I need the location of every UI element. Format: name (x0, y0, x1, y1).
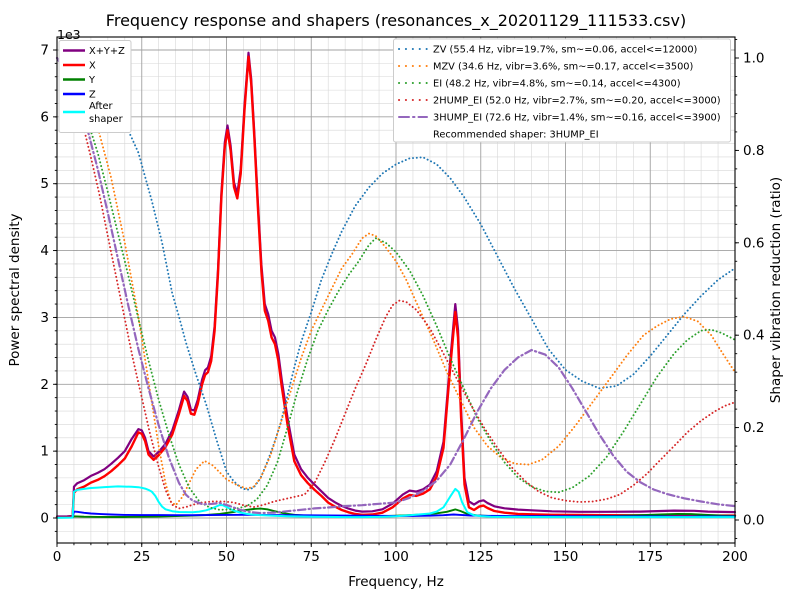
legend-entry-label: ZV (55.4 Hz, vibr=19.7%, sm~=0.06, accel… (433, 44, 697, 55)
y-right-tick-label: 0.8 (743, 143, 764, 159)
y-left-tick-label: 0 (40, 511, 49, 527)
y-right-tick-label: 0.4 (743, 328, 764, 344)
y-left-tick-label: 5 (40, 176, 49, 192)
y-left-tick-label: 7 (40, 43, 49, 59)
y-left-tick-label: 6 (40, 109, 49, 125)
recommended-shaper-note: Recommended shaper: 3HUMP_EI (433, 129, 599, 140)
series-2hump-ei-line (56, 57, 736, 510)
legend-entry-label: Z (89, 90, 96, 101)
x-tick-label: 125 (468, 549, 494, 565)
x-tick-label: 50 (218, 549, 235, 565)
y-right-tick-label: 0.6 (743, 235, 764, 251)
legend-entry-label: 2HUMP_EI (52.0 Hz, vibr=2.7%, sm~=0.20, … (433, 95, 721, 106)
legend-entry-label: X (89, 61, 96, 72)
chart-title: Frequency response and shapers (resonanc… (106, 11, 686, 31)
ticks-layer: 0 25 50 75 100 125 150 175 200 0 1 2 3 4 5 6 7 0.0 0.2 0.4 0… (40, 39, 764, 565)
y-left-tick-label: 3 (40, 310, 49, 326)
x-tick-label: 75 (303, 549, 320, 565)
series-layer (55, 51, 737, 519)
series-3hump-ei-line (55, 56, 737, 515)
psd-legend-box (58, 40, 132, 133)
x-tick-label: 100 (383, 549, 409, 565)
shaper-legend-box (393, 38, 731, 143)
legend-entry-label: EI (48.2 Hz, vibr=4.8%, sm~=0.14, accel<… (433, 78, 681, 89)
y-left-tick-label: 2 (40, 377, 49, 393)
y-right-tick-label: 0.0 (743, 513, 764, 529)
series-after-shaper-line (56, 485, 736, 519)
legend-entry-label: X+Y+Z (89, 46, 125, 57)
x-tick-label: 175 (637, 549, 663, 565)
legend-entry-label: shaper (89, 114, 124, 125)
x-tick-label: 25 (133, 549, 150, 565)
legend-entry-label: Y (88, 75, 95, 86)
y-left-offset-label: 1e3 (57, 27, 81, 42)
series-zv-line (56, 57, 736, 491)
y-left-tick-label: 4 (40, 243, 49, 259)
legend-entry-label: 3HUMP_EI (72.6 Hz, vibr=1.4%, sm~=0.16, … (433, 112, 721, 123)
legend-entry-label: MZV (34.6 Hz, vibr=3.6%, sm~=0.17, accel… (433, 61, 693, 72)
x-tick-label: 0 (53, 549, 62, 565)
series-x-line (55, 55, 737, 519)
y-right-axis-label: Shaper vibration reduction (ratio) (768, 177, 784, 403)
series-ei-line (56, 57, 736, 511)
legend-entry-label: After (89, 101, 113, 112)
y-left-tick-label: 1 (40, 444, 49, 460)
y-right-tick-label: 0.2 (743, 420, 764, 436)
y-left-axis-label: Power spectral density (7, 213, 23, 366)
x-axis-label: Frequency, Hz (348, 574, 444, 590)
x-tick-label: 200 (722, 549, 748, 565)
y-right-tick-label: 1.0 (743, 51, 764, 67)
shaper-legend: ZV (55.4 Hz, vibr=19.7%, sm~=0.06, accel… (393, 38, 731, 143)
x-tick-label: 150 (553, 549, 579, 565)
